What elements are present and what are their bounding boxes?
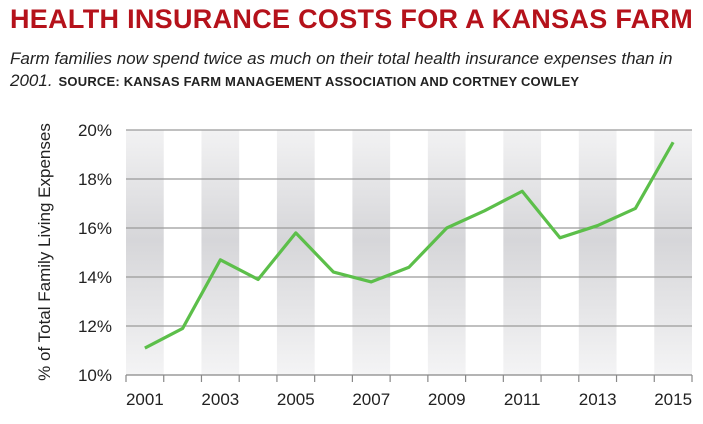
chart-title: HEALTH INSURANCE COSTS FOR A KANSAS FARM <box>10 4 694 34</box>
y-tick-label: 20% <box>78 121 112 140</box>
x-tick-label: 2015 <box>654 390 692 409</box>
column-stripe <box>654 130 692 375</box>
y-tick-label: 18% <box>78 170 112 189</box>
x-tick-label: 2009 <box>428 390 466 409</box>
x-tick-label: 2005 <box>277 390 315 409</box>
subtitle-text: Farm families now spend twice as much on… <box>10 49 673 90</box>
column-stripe <box>201 130 240 375</box>
y-tick-label: 14% <box>78 268 112 287</box>
column-stripe <box>276 130 315 375</box>
column-stripe <box>352 130 391 375</box>
y-tick-label: 16% <box>78 219 112 238</box>
x-tick-label: 2013 <box>579 390 617 409</box>
y-tick-label: 10% <box>78 366 112 385</box>
column-stripe <box>126 130 164 375</box>
x-tick-label: 2007 <box>352 390 390 409</box>
source-text: SOURCE: KANSAS FARM MANAGEMENT ASSOCIATI… <box>58 74 580 89</box>
x-tick-label: 2003 <box>201 390 239 409</box>
column-stripe <box>578 130 617 375</box>
y-tick-label: 12% <box>78 317 112 336</box>
x-tick-label: 2001 <box>126 390 164 409</box>
chart-subtitle: Farm families now spend twice as much on… <box>10 48 700 93</box>
column-stripe <box>427 130 466 375</box>
y-axis-label: % of Total Family Living Expenses <box>35 123 54 381</box>
x-tick-label: 2011 <box>504 390 541 409</box>
column-stripe <box>503 130 542 375</box>
